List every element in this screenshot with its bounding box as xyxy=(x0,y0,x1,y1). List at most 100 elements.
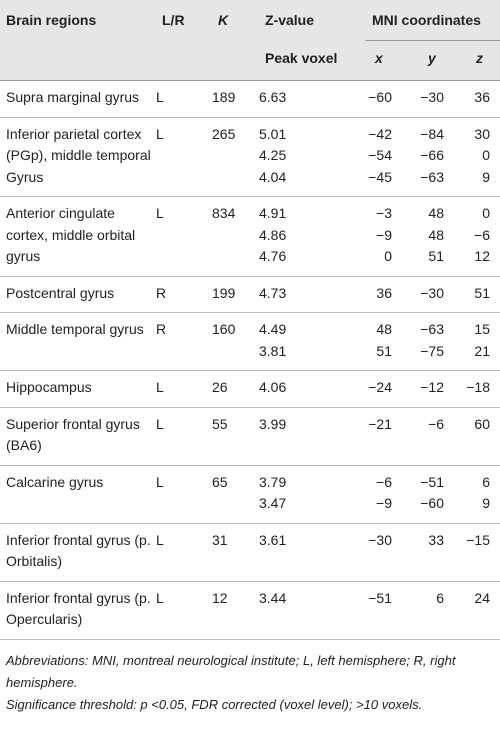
value-cell: 4.86 xyxy=(259,226,287,243)
value-cell: 51 xyxy=(474,284,490,301)
region-cell: Inferior frontal gyrus (p. Opercularis) xyxy=(6,589,151,628)
value-cell: 4.49 xyxy=(259,321,287,337)
header-cell: Peak voxel xyxy=(265,50,338,66)
value-cell: 9 xyxy=(482,495,490,511)
k-cell: 265 xyxy=(212,125,236,142)
peak-row: 4.25 −54 −66 0 xyxy=(259,145,500,167)
peak-row: 4.76 0 51 12 xyxy=(259,246,500,268)
value-cell: −30 xyxy=(420,89,444,105)
value-cell: 4.04 xyxy=(259,168,287,185)
value-cell: 15 xyxy=(474,321,490,337)
table-group: Hippocampus L 26 4.06 −24 −12 −18 xyxy=(0,371,500,408)
value-cell: −6 xyxy=(376,473,392,490)
value-cell: −30 xyxy=(368,531,392,548)
value-cell: −66 xyxy=(420,147,444,163)
value-cell: 6 xyxy=(482,473,490,490)
value-cell: 48 xyxy=(428,226,444,243)
value-cell: 21 xyxy=(474,342,490,359)
table-group: Anterior cingulate cortex, middle orbita… xyxy=(0,197,500,277)
table-group: Inferior parietal cortex (PGp), middle t… xyxy=(0,118,500,197)
table-header: Brain regions L/R K Z-value MNI coordina… xyxy=(0,0,500,81)
table-group: Inferior frontal gyrus (p. Opercularis) L… xyxy=(0,582,500,640)
k-cell: 834 xyxy=(212,205,236,221)
value-cell: −30 xyxy=(420,284,444,301)
value-cell: −75 xyxy=(420,342,444,359)
peak-rows: 4.06 −24 −12 −18 xyxy=(259,377,500,399)
value-cell: −24 xyxy=(368,379,392,395)
peak-row: 4.06 −24 −12 −18 xyxy=(259,377,500,399)
peak-row: 5.01 −42 −84 30 xyxy=(259,124,500,146)
peak-row: 3.99 −21 −6 60 xyxy=(259,414,500,436)
value-cell: −60 xyxy=(368,89,392,105)
peak-rows: 6.63 −60 −30 36 xyxy=(259,87,500,109)
value-cell: −60 xyxy=(420,495,444,511)
region-cell: Anterior cingulate cortex, middle orbita… xyxy=(6,205,136,264)
k-cell: 65 xyxy=(212,473,228,490)
value-cell: 3.99 xyxy=(259,415,287,432)
peak-rows: 3.99 −21 −6 60 xyxy=(259,414,500,457)
peak-rows: 3.79 −6 −51 6 3.47 −9 −60 9 xyxy=(259,472,500,515)
side-cell: L xyxy=(156,531,164,548)
table-group: Calcarine gyrus L 65 3.79 −6 −51 6 3.47 −9 −60 9 xyxy=(0,466,500,524)
value-cell: 4.73 xyxy=(259,284,287,301)
k-cell: 26 xyxy=(212,379,228,395)
side-cell: R xyxy=(156,284,167,301)
table-body: Supra marginal gyrus L 189 6.63 −60 −30 36 Infe… xyxy=(0,81,500,640)
value-cell: −12 xyxy=(420,379,444,395)
header-rule xyxy=(365,40,500,41)
value-cell: 3.47 xyxy=(259,495,287,511)
header-cell: z xyxy=(476,50,483,66)
side-cell: L xyxy=(156,415,164,432)
value-cell: 0 xyxy=(482,147,490,163)
header-cell: MNI coordinates xyxy=(372,12,481,28)
value-cell: 9 xyxy=(482,168,490,185)
value-cell: 0 xyxy=(482,205,490,221)
value-cell: −15 xyxy=(466,531,490,548)
region-cell: Inferior frontal gyrus (p. Orbitalis) xyxy=(6,531,151,570)
header-cell: x xyxy=(375,50,383,66)
header-cell: L/R xyxy=(162,12,185,28)
peak-row: 4.86 −9 48 −6 xyxy=(259,225,500,247)
value-cell: 4.76 xyxy=(259,248,287,264)
region-cell: Calcarine gyrus xyxy=(6,473,104,490)
k-cell: 55 xyxy=(212,415,228,432)
region-cell: Hippocampus xyxy=(6,379,92,395)
table-group: Middle temporal gyrus R 160 4.49 48 −63 15 3.81… xyxy=(0,313,500,371)
value-cell: 48 xyxy=(376,321,392,337)
header-cell: y xyxy=(428,50,436,66)
region-cell: Superior frontal gyrus (BA6) xyxy=(6,415,140,454)
value-cell: 6.63 xyxy=(259,89,287,105)
side-cell: L xyxy=(156,473,164,490)
region-cell: Middle temporal gyrus xyxy=(6,321,144,337)
value-cell: 3.44 xyxy=(259,589,287,606)
peak-rows: 5.01 −42 −84 30 4.25 −54 −66 0 4.04 −45 −63 9 xyxy=(259,124,500,189)
value-cell: −84 xyxy=(420,125,444,142)
table-notes: Abbreviations: MNI, montreal neurologica… xyxy=(0,640,500,716)
value-cell: −54 xyxy=(368,147,392,163)
side-cell: L xyxy=(156,125,164,142)
value-cell: 51 xyxy=(428,248,444,264)
peak-row: 3.44 −51 6 24 xyxy=(259,588,500,610)
value-cell: 4.91 xyxy=(259,205,287,221)
peak-row: 3.81 51 −75 21 xyxy=(259,341,500,363)
peak-rows: 3.44 −51 6 24 xyxy=(259,588,500,631)
value-cell: 33 xyxy=(428,531,444,548)
value-cell: −6 xyxy=(428,415,444,432)
side-cell: L xyxy=(156,379,164,395)
table-group: Superior frontal gyrus (BA6) L 55 3.99 −21 −6… xyxy=(0,408,500,466)
peak-row: 4.49 48 −63 15 xyxy=(259,319,500,341)
side-cell: L xyxy=(156,205,164,221)
table-group: Inferior frontal gyrus (p. Orbitalis) L 31… xyxy=(0,524,500,582)
k-cell: 199 xyxy=(212,284,236,301)
k-cell: 189 xyxy=(212,89,236,105)
value-cell: −51 xyxy=(420,473,444,490)
value-cell: 51 xyxy=(376,342,392,359)
peak-row: 3.79 −6 −51 6 xyxy=(259,472,500,494)
value-cell: −9 xyxy=(376,226,392,243)
value-cell: −6 xyxy=(474,226,490,243)
value-cell: −63 xyxy=(420,168,444,185)
value-cell: 12 xyxy=(474,248,490,264)
table-group: Postcentral gyrus R 199 4.73 36 −30 51 xyxy=(0,277,500,313)
region-cell: Supra marginal gyrus xyxy=(6,89,140,105)
